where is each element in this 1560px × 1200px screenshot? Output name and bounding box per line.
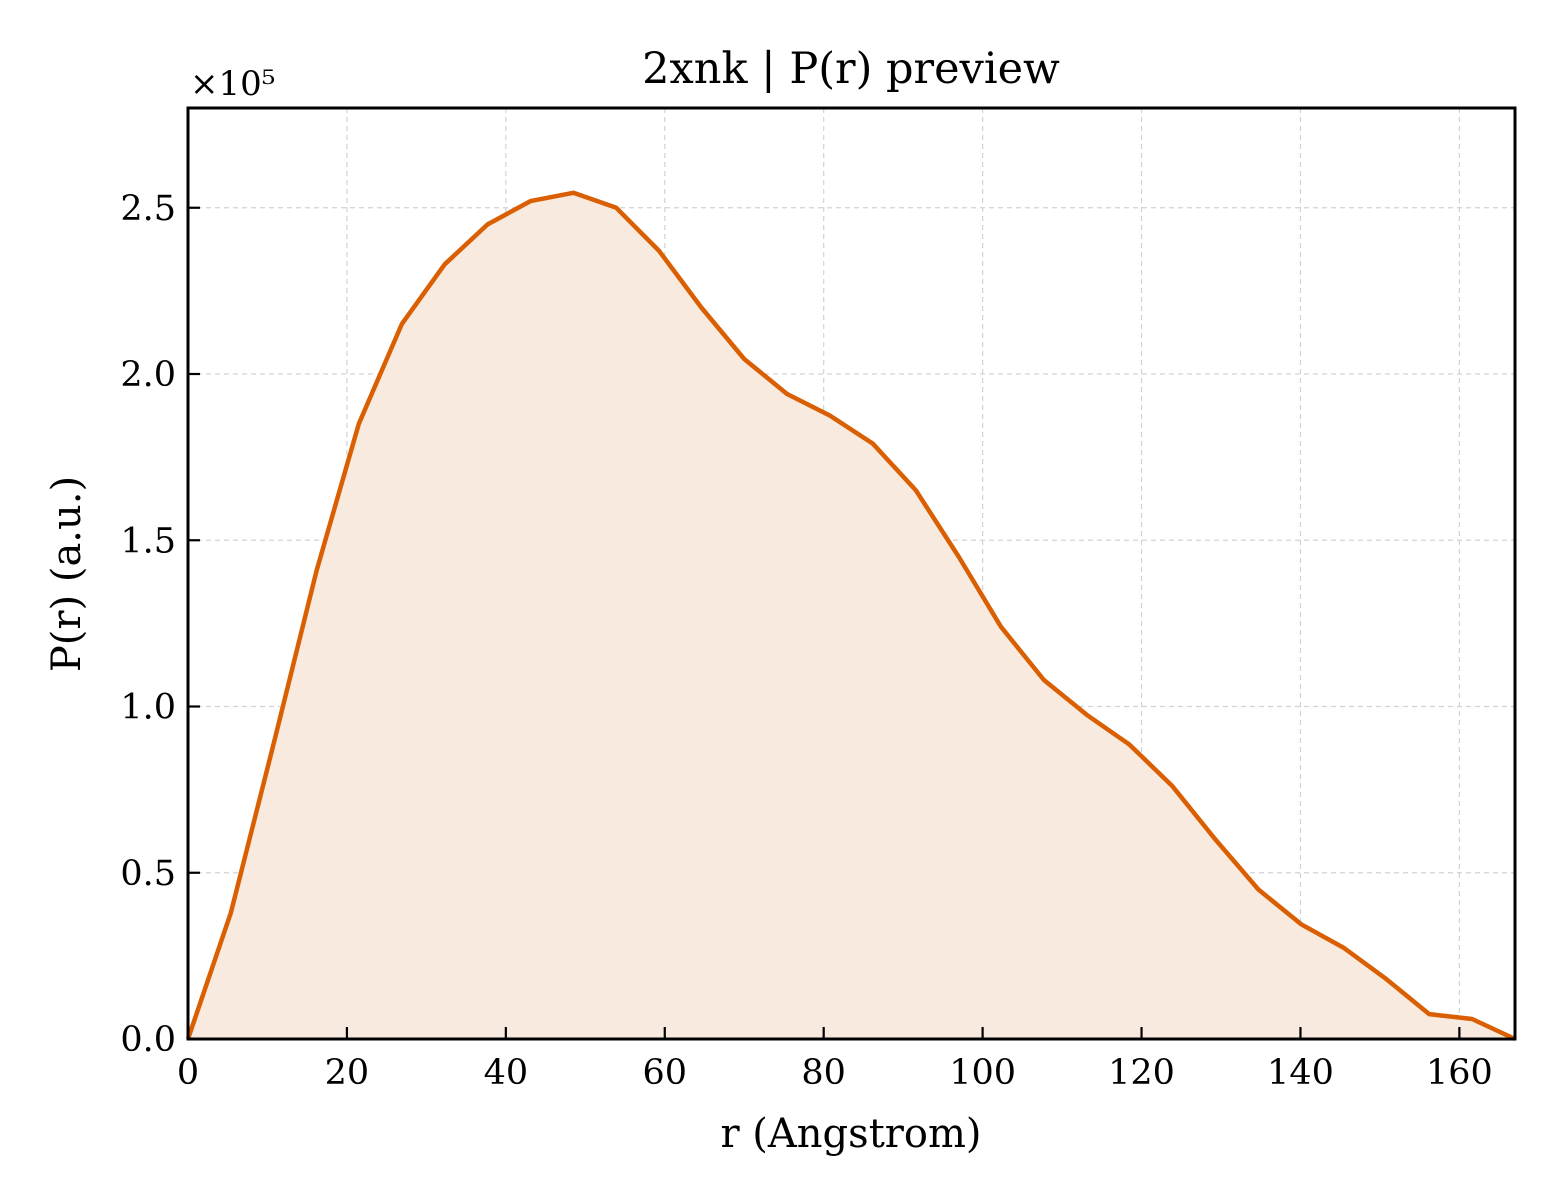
y-axis-multiplier: ×10⁵: [190, 64, 275, 104]
x-tick-label: 40: [484, 1053, 529, 1093]
y-tick-label: 0.5: [120, 854, 176, 894]
x-tick-label: 80: [801, 1053, 846, 1093]
y-tick-label: 1.0: [120, 688, 176, 728]
y-tick-label: 2.5: [120, 189, 176, 229]
x-tick-labels: 0 20 40 60 80 100 120 140 160: [177, 1053, 1493, 1093]
x-tick-label: 20: [325, 1053, 370, 1093]
y-tick-label: 1.5: [120, 521, 176, 561]
x-tick-label: 140: [1267, 1053, 1334, 1093]
x-tick-label: 0: [177, 1053, 199, 1093]
y-tick-labels: 0.0 0.5 1.0 1.5 2.0 2.5: [120, 189, 176, 1060]
x-tick-label: 160: [1426, 1053, 1493, 1093]
x-axis-label: r (Angstrom): [720, 1111, 981, 1157]
x-tick-label: 120: [1108, 1053, 1175, 1093]
y-axis-label: P(r) (a.u.): [44, 476, 90, 672]
x-tick-label: 60: [642, 1053, 687, 1093]
chart-title: 2xnk | P(r) preview: [642, 44, 1060, 94]
x-tick-label: 100: [949, 1053, 1016, 1093]
plot-frame: [186, 106, 1517, 1041]
y-tick-label: 0.0: [120, 1020, 176, 1060]
pr-area-fill: [188, 192, 1515, 1040]
pr-series-line: [185, 190, 1516, 1042]
y-tick-label: 2.0: [120, 355, 176, 395]
